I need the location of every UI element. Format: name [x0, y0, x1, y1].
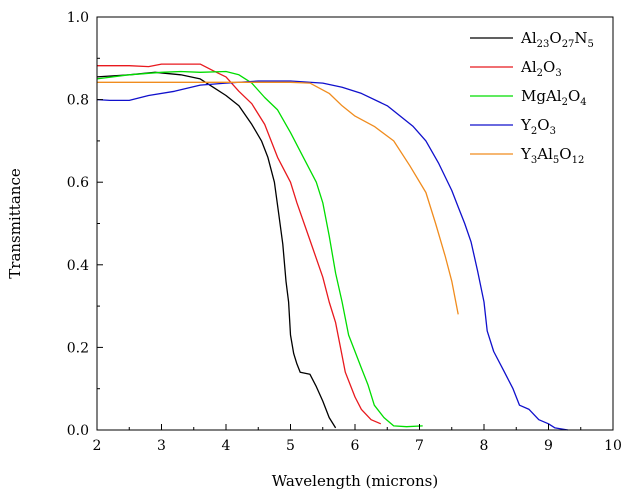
y-tick-label: 0.0: [67, 423, 89, 439]
y-axis-title: Transmittance: [6, 168, 24, 279]
series-line-2: [97, 63, 382, 425]
x-axis-title: Wavelength (microns): [272, 472, 439, 490]
legend-label: Al23O27N5: [520, 29, 594, 50]
plot-area: [96, 63, 569, 431]
y-axis: 0.0 0.2 0.4 0.6 0.8 1.0: [67, 10, 103, 439]
x-tick-label: 4: [222, 438, 231, 454]
y-tick-label: 0.6: [67, 175, 89, 191]
series-line-5: [97, 81, 459, 315]
legend: Al23O27N5 Al2O3 MgAl2O4 Y2O3 Y3Al5O12: [470, 29, 594, 166]
y-tick-label: 0.4: [67, 258, 89, 274]
legend-label: MgAl2O4: [521, 87, 587, 108]
legend-label: Y3Al5O12: [520, 145, 584, 166]
x-tick-label: 8: [480, 438, 489, 454]
plot-frame: [96, 16, 614, 431]
series-line-3: [96, 70, 423, 428]
series-line-1: [96, 71, 337, 429]
x-tick-label: 6: [351, 438, 360, 454]
x-tick-label: 3: [157, 438, 166, 454]
y-tick-label: 0.8: [67, 93, 89, 109]
x-tick-label: 9: [544, 438, 553, 454]
legend-label: Y2O3: [520, 116, 556, 137]
x-tick-label: 7: [415, 438, 424, 454]
x-tick-label: 2: [93, 438, 102, 454]
x-tick-label: 10: [604, 438, 622, 454]
series-line-4: [96, 80, 569, 431]
y-tick-label: 0.2: [67, 340, 89, 356]
legend-label: Al2O3: [520, 58, 562, 79]
x-tick-label: 5: [286, 438, 295, 454]
x-axis: 2 3 4 5 6 7 8 9 10: [93, 424, 622, 454]
y-tick-label: 1.0: [67, 10, 89, 26]
